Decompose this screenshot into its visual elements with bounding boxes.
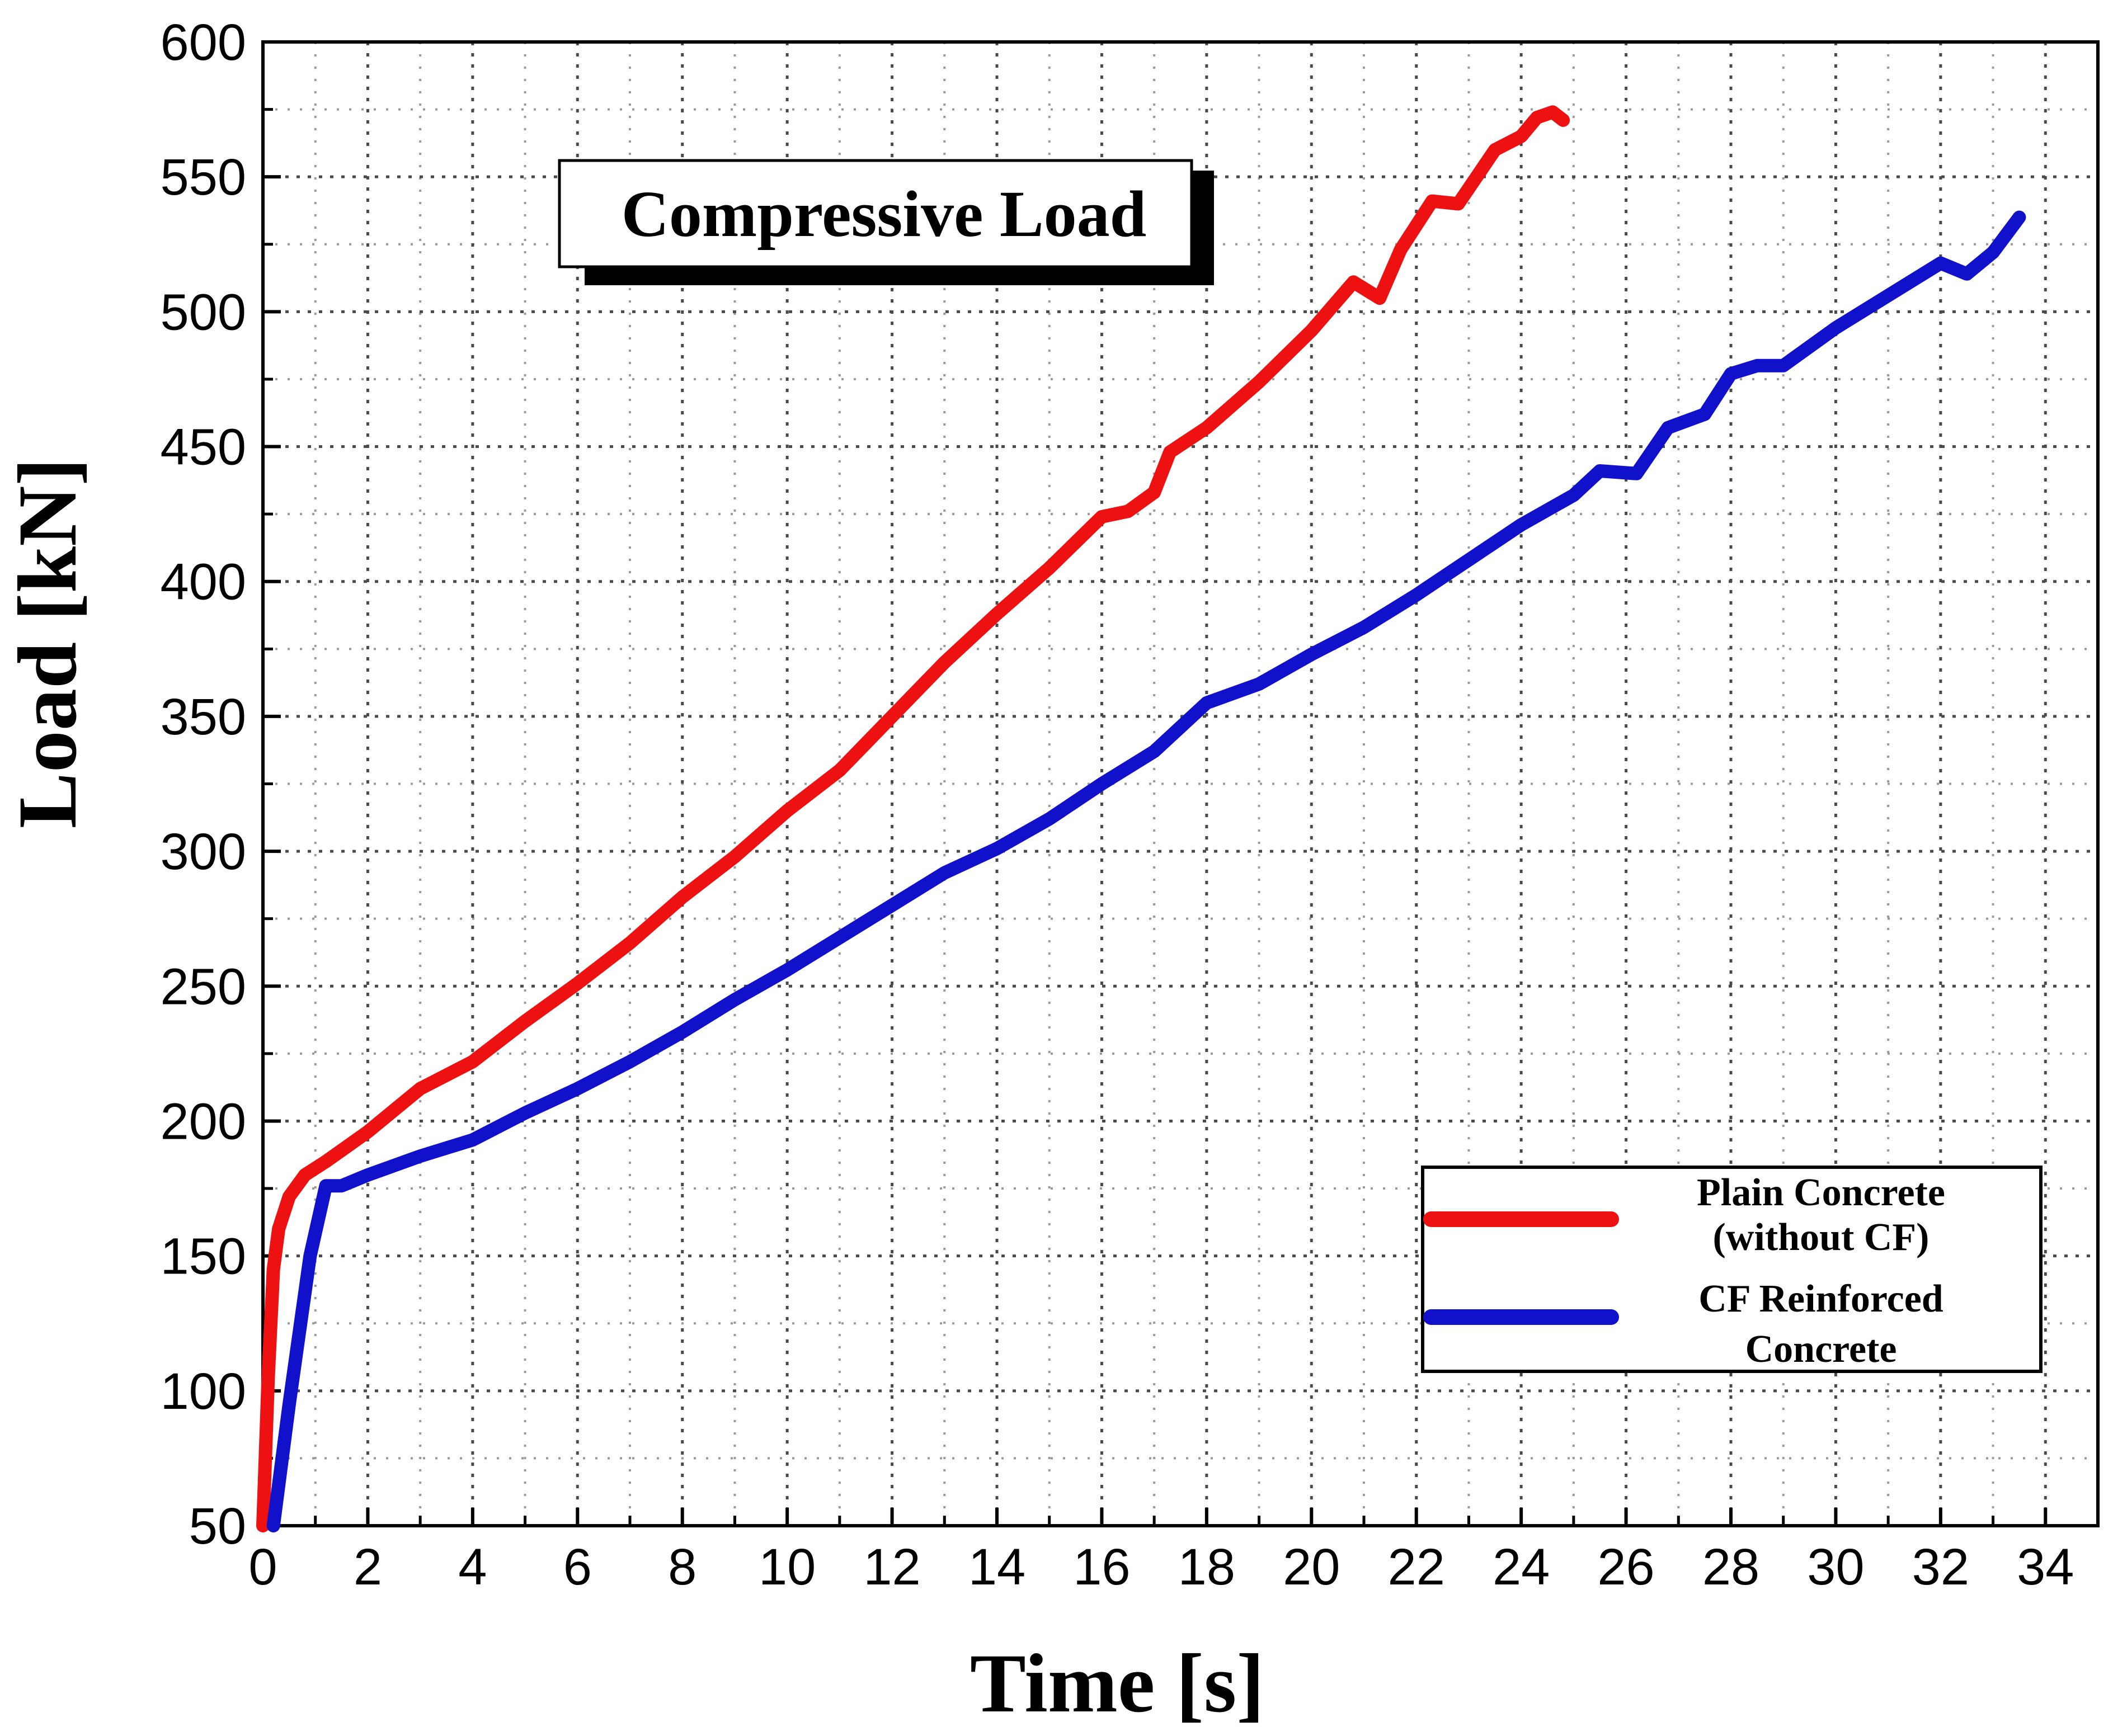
x-axis-tick-labels: 0 2 4 6 8 10 12 14 16 18 20 22 24 26 28 30 32 34	[248, 1539, 2074, 1596]
y-tick-label: 50	[189, 1498, 246, 1555]
x-tick-label: 2	[354, 1539, 382, 1596]
y-axis-title: Load [kN]	[1, 458, 94, 829]
x-tick-label: 22	[1388, 1539, 1445, 1596]
x-axis-title: Time [s]	[970, 1637, 1264, 1730]
legend: Plain Concrete (without CF) CF Reinforce…	[1421, 1166, 2043, 1373]
x-tick-label: 12	[863, 1539, 920, 1596]
x-tick-label: 30	[1807, 1539, 1864, 1596]
y-tick-label: 450	[161, 419, 247, 476]
y-tick-label: 600	[161, 14, 247, 71]
axis-ticks	[261, 40, 2048, 1527]
x-tick-label: 20	[1283, 1539, 1340, 1596]
legend-box	[1421, 1166, 2043, 1373]
x-tick-label: 26	[1597, 1539, 1654, 1596]
y-tick-label: 400	[161, 554, 247, 611]
series-lines	[256, 105, 2026, 1532]
y-axis-tick-labels: 50 100 150 200 250 300 350 400 450 500 550 600	[161, 14, 247, 1555]
x-tick-label: 34	[2017, 1539, 2074, 1596]
x-tick-label: 6	[563, 1539, 592, 1596]
x-tick-label: 16	[1073, 1539, 1130, 1596]
x-tick-label: 0	[248, 1539, 277, 1596]
x-tick-label: 14	[968, 1539, 1025, 1596]
series-line-cf-reinforced	[266, 210, 2026, 1532]
y-tick-label: 100	[161, 1363, 247, 1420]
x-tick-label: 24	[1493, 1539, 1550, 1596]
y-tick-label: 550	[161, 149, 247, 206]
y-tick-label: 350	[161, 688, 247, 746]
y-tick-label: 250	[161, 958, 247, 1015]
title-box	[558, 159, 1193, 268]
chart-title: Compressive Load	[622, 177, 1147, 251]
x-tick-label: 4	[458, 1539, 487, 1596]
x-tick-label: 10	[759, 1539, 816, 1596]
y-tick-label: 200	[161, 1093, 247, 1150]
y-tick-label: 300	[161, 823, 247, 880]
chart-title-box: Compressive Load	[558, 159, 1214, 285]
y-tick-label: 500	[161, 284, 247, 341]
x-tick-label: 32	[1912, 1539, 1969, 1596]
legend-label-plain-concrete-line1: Plain Concrete	[1697, 1171, 1945, 1214]
x-tick-label: 8	[668, 1539, 697, 1596]
legend-label-cf-reinforced-line1: CF Reinforced	[1698, 1277, 1943, 1320]
legend-label-plain-concrete-line2: (without CF)	[1713, 1216, 1930, 1259]
major-grid	[261, 40, 2098, 1527]
x-tick-label: 28	[1702, 1539, 1759, 1596]
y-tick-label: 150	[161, 1228, 247, 1285]
legend-label-cf-reinforced-line2: Concrete	[1745, 1328, 1897, 1371]
x-tick-label: 18	[1178, 1539, 1235, 1596]
series-line-plain-concrete	[256, 105, 1570, 1532]
